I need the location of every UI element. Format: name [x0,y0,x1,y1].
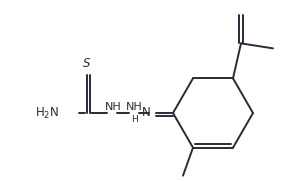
Text: N: N [142,106,151,119]
Text: H: H [131,115,137,124]
Text: NH: NH [126,102,142,112]
Text: $\mathregular{H_2N}$: $\mathregular{H_2N}$ [35,106,59,121]
Text: S: S [83,57,91,70]
Text: NH: NH [105,102,121,112]
